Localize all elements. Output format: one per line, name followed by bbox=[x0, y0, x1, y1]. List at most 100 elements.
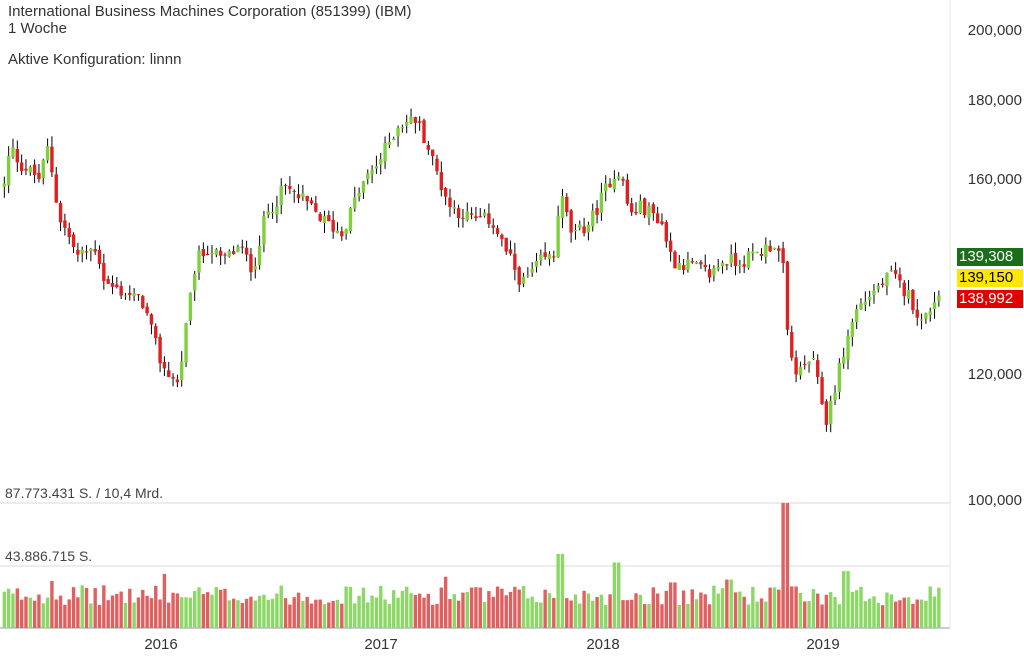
candle-body bbox=[556, 215, 560, 258]
candle-body bbox=[880, 283, 885, 286]
volume-bar bbox=[63, 604, 67, 628]
volume-bar bbox=[924, 600, 928, 628]
candle-body bbox=[902, 282, 906, 297]
volume-bar bbox=[456, 600, 461, 628]
candle-body bbox=[456, 208, 461, 219]
candle-body bbox=[850, 322, 855, 338]
price-low-box: 138,992 bbox=[957, 290, 1023, 308]
volume-bar bbox=[262, 594, 266, 628]
candle-body bbox=[80, 249, 84, 254]
candle-body bbox=[876, 285, 881, 290]
volume-half-label: 43.886.715 S. bbox=[5, 548, 93, 564]
volume-bar bbox=[167, 602, 171, 628]
candle-body bbox=[617, 176, 621, 179]
volume-bar bbox=[820, 604, 824, 628]
candle-body bbox=[681, 265, 686, 270]
volume-bar bbox=[76, 597, 80, 628]
candle-body bbox=[915, 309, 919, 318]
volume-bar bbox=[746, 604, 751, 628]
candle-body bbox=[837, 362, 842, 392]
volume-bar bbox=[690, 589, 694, 628]
volume-bar bbox=[396, 597, 400, 628]
volume-bar bbox=[928, 586, 932, 628]
volume-bar bbox=[811, 589, 816, 628]
candle-body bbox=[655, 213, 660, 224]
candle-body bbox=[586, 224, 591, 233]
volume-bar bbox=[569, 600, 573, 628]
candle-body bbox=[210, 253, 214, 255]
candle-body bbox=[41, 159, 45, 179]
candle-body bbox=[331, 220, 335, 232]
volume-bar bbox=[11, 593, 15, 628]
candle-body bbox=[37, 172, 41, 180]
volume-bar bbox=[677, 604, 681, 628]
volume-bar bbox=[110, 595, 115, 628]
candle-body bbox=[889, 270, 893, 272]
candle-body bbox=[201, 248, 206, 257]
candle-body bbox=[353, 197, 357, 209]
candle-body bbox=[309, 200, 314, 204]
candle-body bbox=[426, 145, 431, 150]
candle-body bbox=[162, 362, 167, 369]
volume-bar bbox=[115, 593, 119, 628]
volume-bar bbox=[759, 598, 764, 628]
volume-bar bbox=[353, 603, 357, 628]
candle-body bbox=[270, 212, 275, 214]
candle-body bbox=[383, 143, 387, 162]
volume-bar bbox=[184, 597, 188, 628]
candle-body bbox=[205, 253, 210, 256]
volume-max-label: 87.773.431 S. / 10,4 Mrd. bbox=[5, 485, 163, 501]
volume-bar bbox=[348, 586, 353, 628]
candle-body bbox=[154, 326, 158, 339]
volume-bar bbox=[158, 599, 162, 628]
candle-body bbox=[746, 251, 751, 268]
volume-bar bbox=[872, 596, 876, 628]
volume-bar bbox=[699, 592, 703, 628]
volume-bar bbox=[374, 597, 379, 628]
candle-body bbox=[504, 237, 508, 252]
candle-body bbox=[288, 186, 292, 189]
chart-interval: 1 Woche bbox=[8, 20, 67, 37]
candle-body bbox=[119, 286, 123, 296]
volume-bar bbox=[279, 585, 283, 628]
volume-bar bbox=[387, 603, 392, 628]
candle-body bbox=[283, 185, 288, 187]
volume-bar bbox=[850, 591, 855, 628]
chart-header: International Business Machines Corporat… bbox=[8, 3, 412, 37]
volume-bar bbox=[573, 594, 578, 628]
candle-body bbox=[370, 170, 374, 175]
candle-body bbox=[167, 370, 171, 377]
candle-body bbox=[361, 181, 366, 193]
candle-body bbox=[348, 207, 353, 232]
volume-bar bbox=[738, 591, 742, 628]
volume-bar bbox=[149, 598, 154, 628]
candle-body bbox=[677, 262, 681, 270]
candle-body bbox=[430, 149, 435, 157]
volume-bar bbox=[617, 562, 621, 628]
candle-body bbox=[534, 260, 539, 267]
volume-bar bbox=[145, 595, 149, 628]
candle-body bbox=[893, 269, 898, 275]
candle-body bbox=[123, 295, 128, 297]
volume-bar bbox=[301, 600, 305, 628]
candle-body bbox=[175, 379, 180, 383]
candle-body bbox=[521, 276, 526, 284]
volume-bar bbox=[863, 601, 868, 628]
y-tick-label: 180,000 bbox=[967, 92, 1022, 109]
volume-bar bbox=[80, 585, 84, 628]
candle-body bbox=[712, 267, 716, 276]
volume-bar bbox=[188, 597, 193, 628]
volume-bar bbox=[794, 586, 798, 628]
volume-bar bbox=[915, 599, 919, 628]
volume-bar bbox=[67, 599, 71, 628]
volume-bar bbox=[218, 589, 223, 628]
candle-body bbox=[772, 247, 777, 250]
candle-body bbox=[301, 193, 305, 197]
volume-bar bbox=[906, 597, 911, 628]
candle-body bbox=[327, 215, 331, 222]
candle-body bbox=[296, 194, 301, 199]
volume-bar bbox=[162, 573, 167, 628]
candle-body bbox=[89, 248, 93, 252]
candle-body bbox=[820, 377, 824, 404]
candle-body bbox=[729, 254, 733, 264]
